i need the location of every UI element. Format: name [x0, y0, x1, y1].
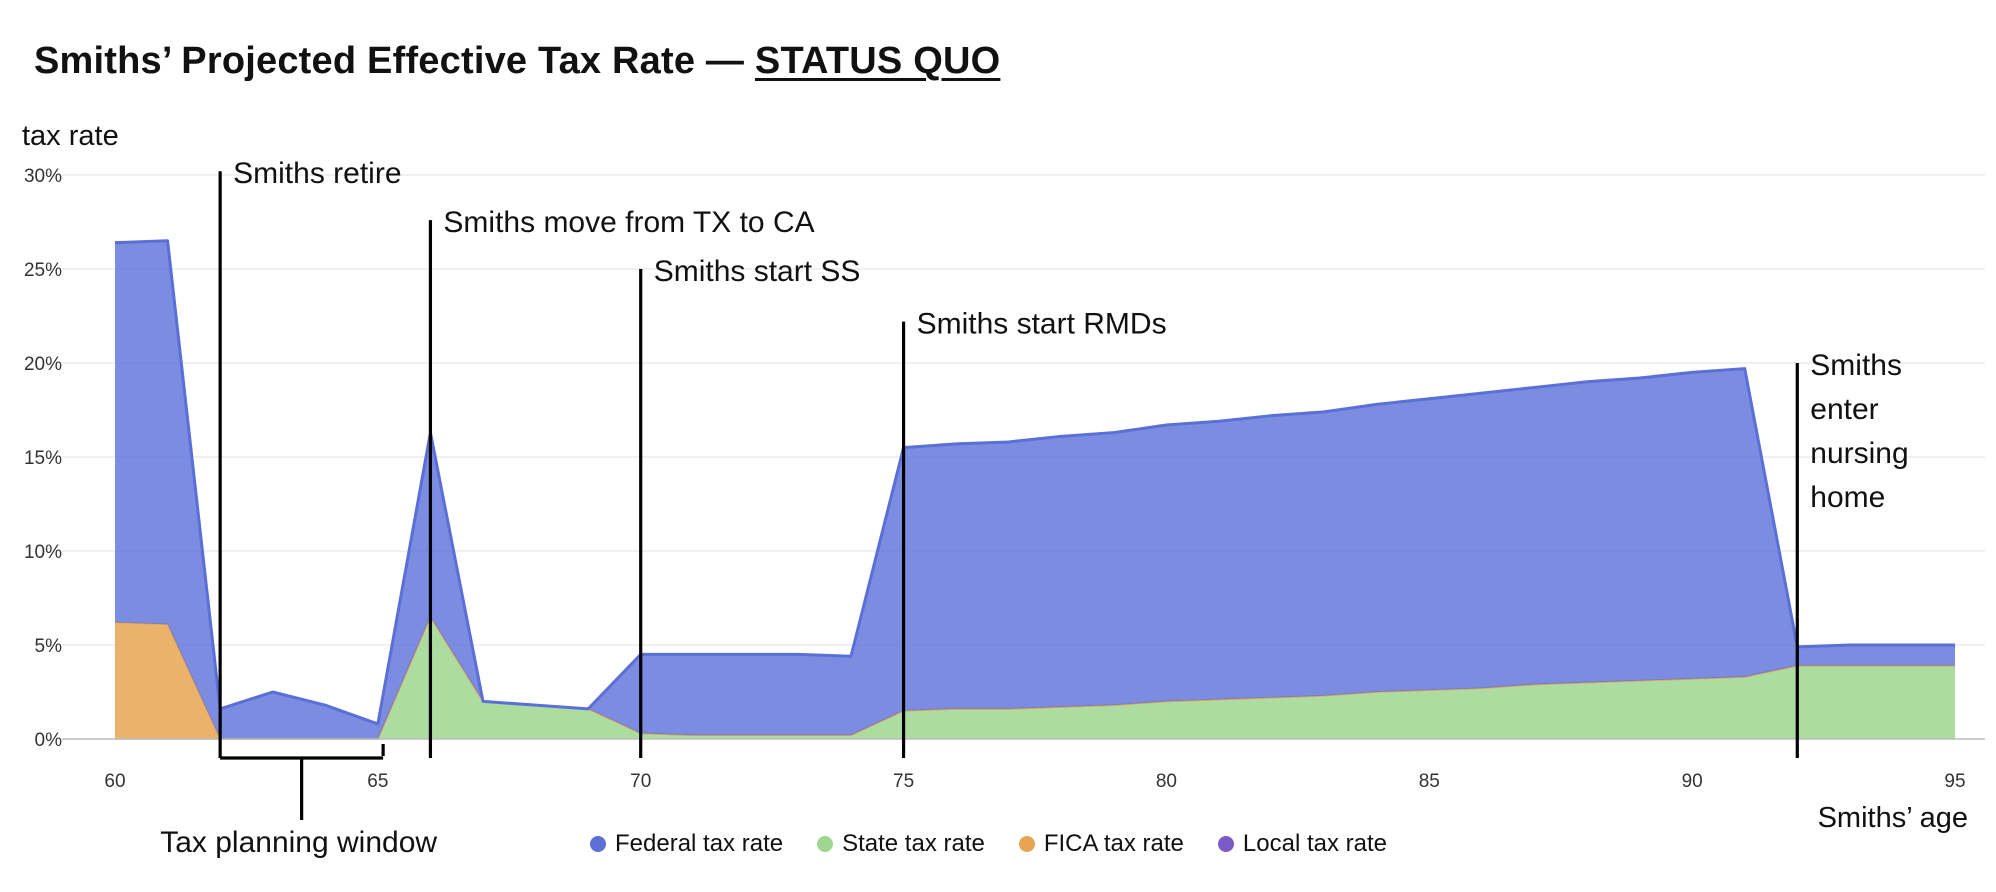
legend-label: Federal tax rate: [615, 830, 784, 857]
chart-title: Smiths’ Projected Effective Tax Rate — S…: [34, 40, 1000, 83]
legend: Federal tax rate State tax rate FICA tax r…: [590, 830, 1387, 858]
x-tick-label: 95: [1944, 771, 1965, 792]
legend-swatch: [1217, 836, 1234, 852]
x-axis-label: Smiths’ age: [1818, 802, 1968, 834]
x-tick-label: 65: [367, 771, 388, 792]
y-tick-label: 15%: [24, 448, 62, 469]
legend-swatch: [817, 836, 834, 852]
annotations: Smiths retire Smiths move from TX to CA Sm…: [160, 157, 1908, 859]
x-tick-label: 90: [1682, 771, 1703, 792]
x-tick-label: 60: [104, 771, 125, 792]
y-tick-label: 25%: [24, 260, 62, 281]
legend-label: State tax rate: [842, 830, 985, 857]
legend-item: Federal tax rate: [590, 830, 783, 858]
legend-label: FICA tax rate: [1043, 830, 1184, 857]
area-series: [114, 239, 1955, 740]
federal-area: [115, 240, 1955, 740]
legend-item: Local tax rate: [1217, 830, 1387, 858]
title-prefix: Smiths’ Projected Effective Tax Rate —: [34, 40, 755, 82]
event-annotation: home: [1810, 481, 1885, 514]
legend-item: FICA tax rate: [1018, 830, 1184, 858]
y-tick-label: 0%: [35, 730, 63, 751]
event-annotation: nursing: [1810, 437, 1908, 470]
event-annotation: Smiths start SS: [654, 255, 861, 288]
y-tick-label: 10%: [24, 542, 62, 563]
axes: 0% 5% 10% 15% 20% 25% 30% 60 65 70 75 80 85 90 95: [24, 166, 1985, 792]
y-axis-label: tax rate: [22, 120, 119, 152]
title-emphasis: STATUS QUO: [754, 40, 1001, 82]
y-tick-label: 20%: [24, 354, 62, 375]
x-tick-label: 75: [893, 771, 914, 792]
y-tick-label: 30%: [24, 166, 62, 187]
legend-swatch: [590, 836, 606, 852]
x-tick-label: 80: [1156, 771, 1177, 792]
federal-line: [114, 239, 1955, 726]
legend-swatch: [1018, 836, 1035, 852]
x-tick-label: 85: [1419, 771, 1440, 792]
legend-label: Local tax rate: [1242, 830, 1387, 857]
bracket-label: Tax planning window: [160, 826, 437, 859]
event-annotation: Smiths move from TX to CA: [443, 206, 814, 239]
event-annotation: enter: [1810, 393, 1878, 426]
legend-item: State tax rate: [817, 830, 985, 858]
x-tick-label: 70: [630, 771, 651, 792]
y-tick-label: 5%: [35, 636, 63, 657]
event-annotation: Smiths retire: [233, 157, 401, 190]
event-annotation: Smiths start RMDs: [917, 308, 1167, 341]
event-annotation: Smiths: [1810, 349, 1902, 382]
